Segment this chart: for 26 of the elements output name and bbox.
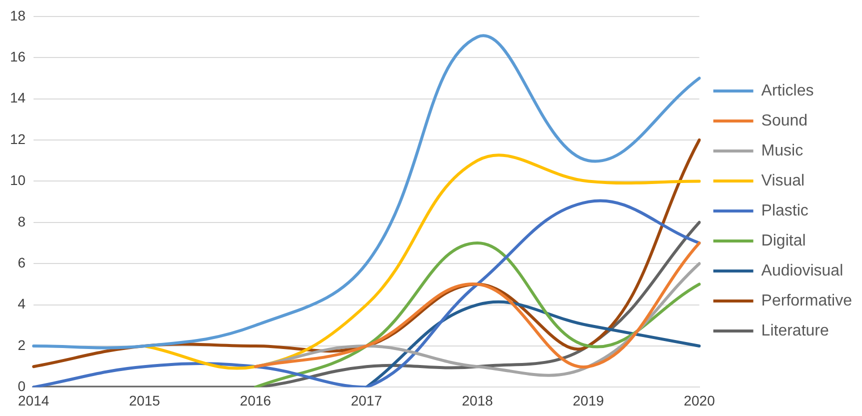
x-tick-label: 2017 <box>350 392 382 408</box>
x-tick-label: 2014 <box>18 392 50 408</box>
x-tick-label: 2015 <box>128 392 160 408</box>
x-tick-label: 2020 <box>684 392 716 408</box>
y-tick-label: 18 <box>10 7 26 24</box>
legend-label: Articles <box>761 82 814 100</box>
legend-label: Sound <box>761 112 808 130</box>
y-tick-label: 0 <box>18 378 26 394</box>
legend-label: Literature <box>761 322 829 340</box>
x-tick-label: 2019 <box>572 392 604 408</box>
y-tick-label: 8 <box>18 213 26 230</box>
y-tick-label: 10 <box>10 172 26 188</box>
legend-label: Performative <box>761 292 852 310</box>
x-tick-label: 2016 <box>240 392 272 408</box>
legend-label: Music <box>761 142 804 160</box>
legend-label: Plastic <box>761 202 808 220</box>
x-tick-label: 2018 <box>462 392 494 408</box>
y-tick-label: 14 <box>10 90 26 106</box>
y-tick-label: 2 <box>18 336 26 353</box>
y-tick-label: 16 <box>10 48 26 64</box>
y-tick-label: 12 <box>10 130 26 147</box>
legend-label: Digital <box>761 232 806 250</box>
legend-label: Visual <box>761 172 805 190</box>
legend-label: Audiovisual <box>761 262 844 280</box>
y-tick-label: 4 <box>18 296 26 312</box>
y-tick-label: 6 <box>18 254 26 270</box>
